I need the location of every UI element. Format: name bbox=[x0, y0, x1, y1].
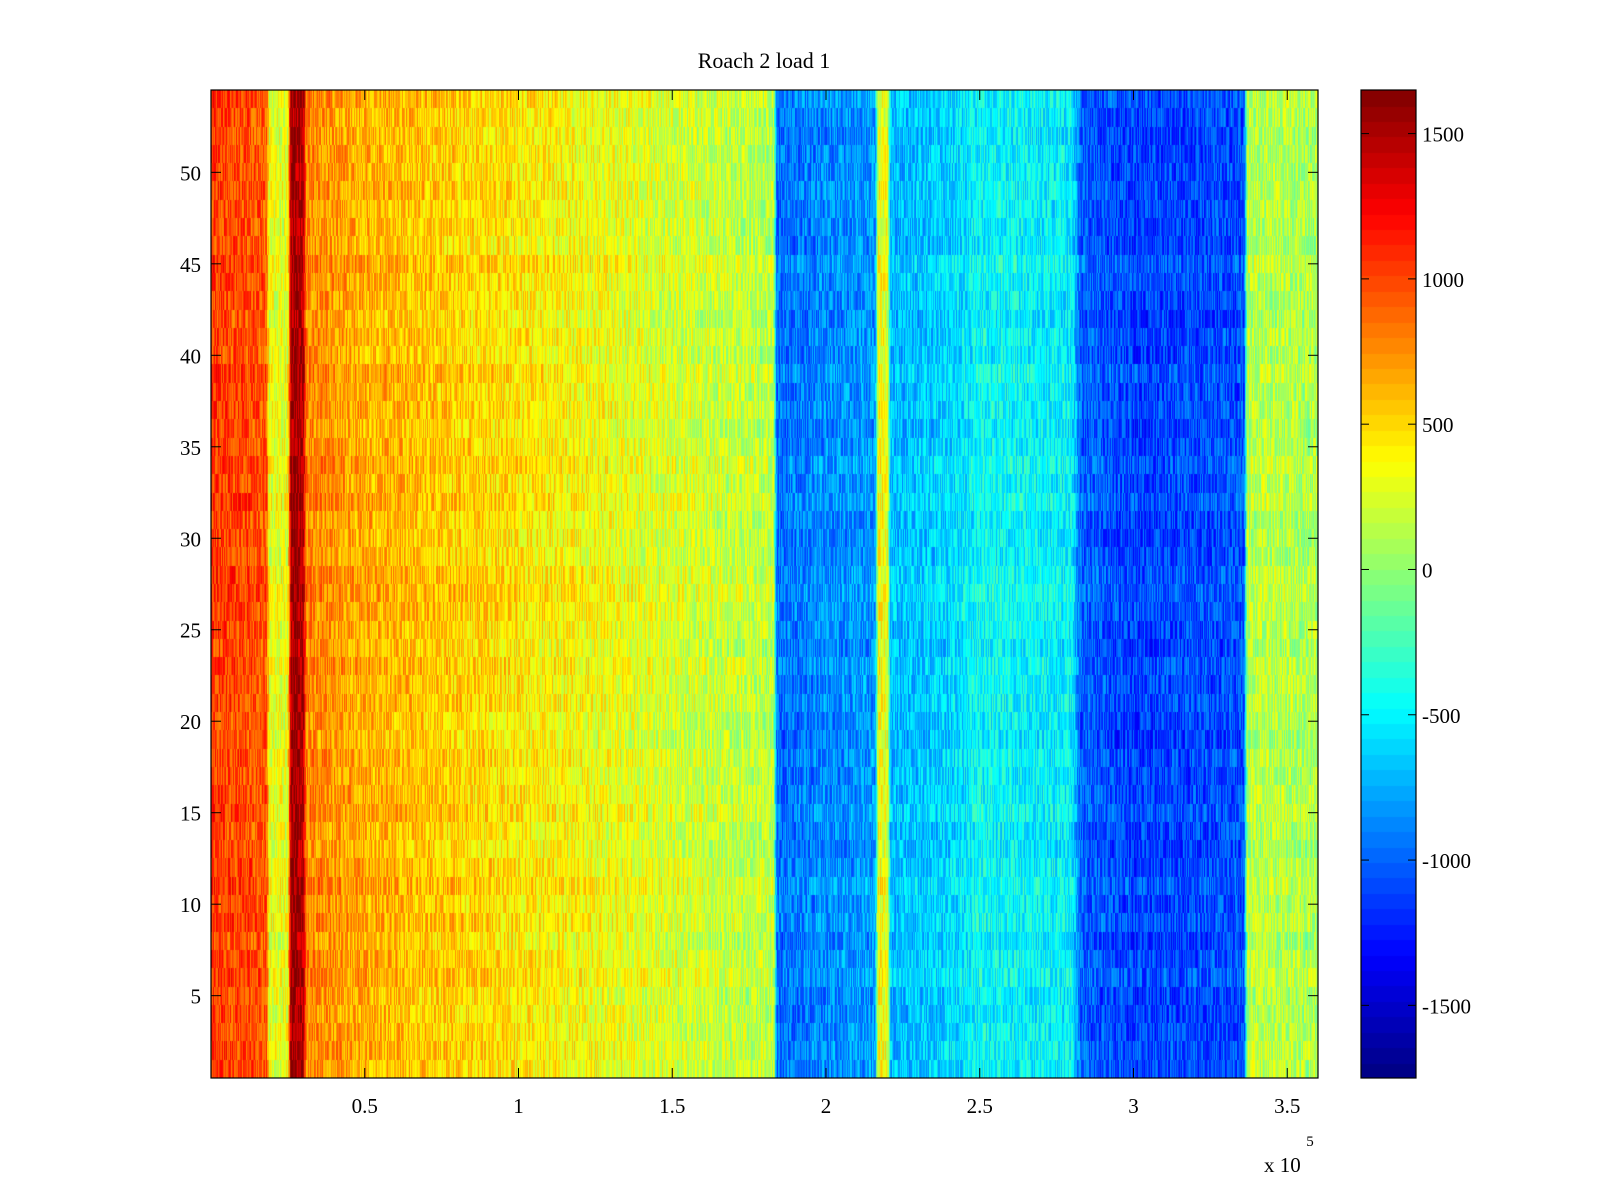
colorbar-tick-label: 500 bbox=[1422, 413, 1454, 437]
x-ticks: 0.5 1 1.5 2 2.5 3 3.5 bbox=[352, 90, 1300, 1118]
colorbar-tick-label: -1000 bbox=[1422, 849, 1471, 873]
y-tick-label: 45 bbox=[180, 253, 201, 277]
colorbar-tick-label: 0 bbox=[1422, 558, 1433, 582]
colorbar-frame bbox=[1360, 89, 1417, 1079]
x-tick-label: 1 bbox=[513, 1094, 524, 1118]
colorbar-tick-label: 1000 bbox=[1422, 268, 1464, 292]
x-tick-label: 3 bbox=[1128, 1094, 1139, 1118]
y-tick-label: 35 bbox=[180, 436, 201, 460]
heatmap-image bbox=[211, 90, 1318, 1078]
y-tick-label: 40 bbox=[180, 344, 201, 368]
x-tick-label: 3.5 bbox=[1274, 1094, 1300, 1118]
y-ticks: 5 10 15 20 25 30 35 40 45 50 bbox=[180, 161, 1318, 1009]
colorbar-tick-label: 1500 bbox=[1422, 123, 1464, 147]
x-tick-label: 1.5 bbox=[659, 1094, 685, 1118]
y-tick-label: 5 bbox=[191, 985, 202, 1009]
x-exponent-label: x 10 bbox=[1264, 1153, 1301, 1177]
colorbar-tick-label: -500 bbox=[1422, 704, 1461, 728]
colorbar-ticks: -1500 -1000 -500 0 500 1000 1500 bbox=[1361, 123, 1471, 1018]
y-tick-label: 15 bbox=[180, 802, 201, 826]
chart-title: Roach 2 load 1 bbox=[698, 48, 831, 73]
x-tick-label: 2.5 bbox=[967, 1094, 993, 1118]
y-tick-label: 10 bbox=[180, 893, 201, 917]
plot-frame bbox=[210, 89, 1319, 1079]
colorbar-tick-label: -1500 bbox=[1422, 994, 1471, 1018]
y-tick-label: 20 bbox=[180, 710, 201, 734]
y-tick-label: 25 bbox=[180, 619, 201, 643]
x-tick-label: 0.5 bbox=[352, 1094, 378, 1118]
y-tick-label: 50 bbox=[180, 161, 201, 185]
colorbar-image bbox=[1361, 90, 1416, 1078]
x-tick-label: 2 bbox=[821, 1094, 832, 1118]
y-tick-label: 30 bbox=[180, 527, 201, 551]
x-exponent-power: 5 bbox=[1306, 1134, 1314, 1150]
